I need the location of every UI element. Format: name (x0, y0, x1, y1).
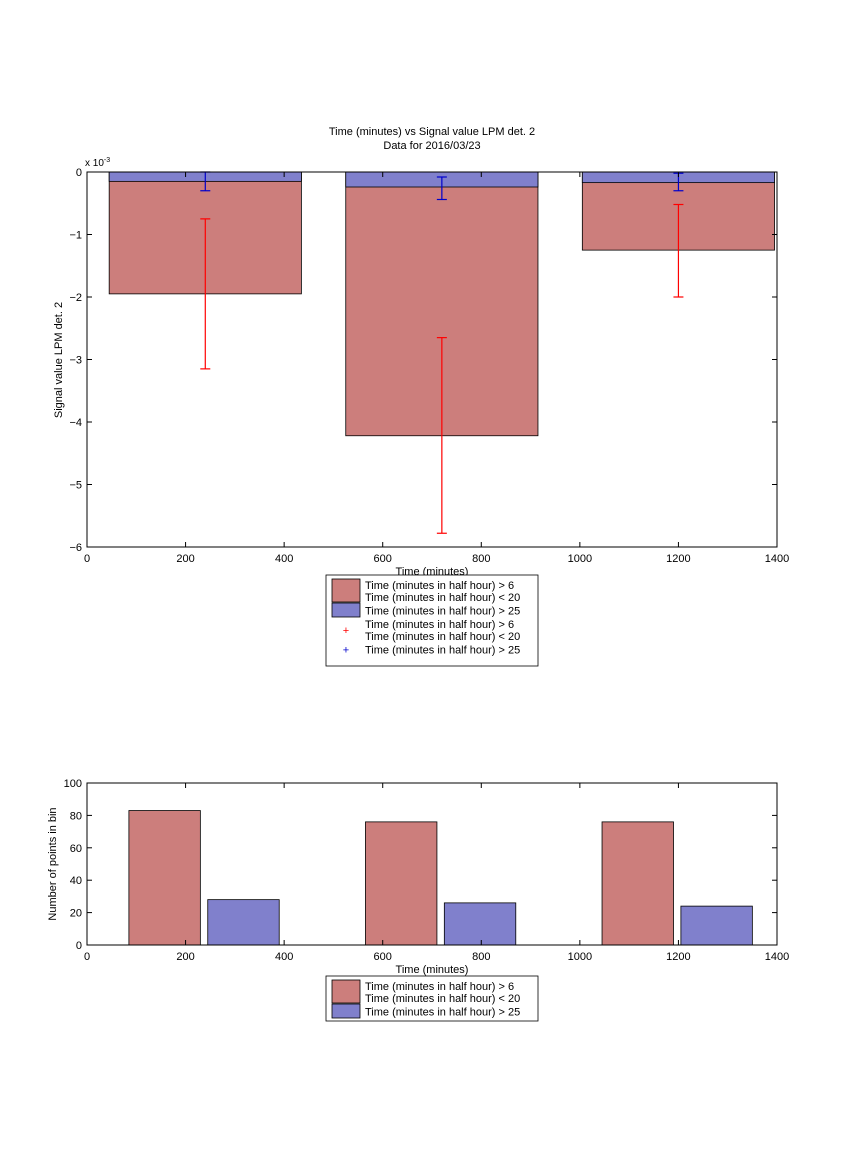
bar-series2-3 (680, 905, 753, 946)
legend-swatch (331, 602, 361, 618)
error-bar-series2-2 (436, 176, 447, 201)
legend-entry-2: Time (minutes in half hour) > 25 (331, 602, 520, 618)
error-bar-series1-3 (673, 203, 684, 298)
legend-label: Time (minutes in half hour) > 6 (365, 981, 514, 993)
bar-series1-2 (365, 821, 438, 946)
bar-layer (128, 810, 753, 946)
y-tick-label: −4 (69, 417, 82, 429)
legend-label: Time (minutes in half hour) > 6 (365, 580, 514, 592)
y-tick-label: 20 (70, 908, 82, 920)
y-tick-label: −6 (69, 542, 82, 554)
y-tick-label: 100 (64, 778, 82, 790)
legend-label: Time (minutes in half hour) < 20 (365, 993, 520, 1005)
legend-label: Time (minutes in half hour) > 25 (365, 645, 520, 657)
x-tick-label: 600 (374, 553, 392, 565)
bar-series1-3 (601, 821, 674, 946)
legend-label: Time (minutes in half hour) < 20 (365, 631, 520, 643)
y-axis-label: Number of points in bin (47, 807, 59, 920)
x-tick-label: 200 (176, 951, 194, 963)
x-tick-label: 400 (275, 553, 293, 565)
legend-swatch (331, 979, 361, 1004)
x-tick-label: 0 (84, 951, 90, 963)
y-tick-label: 60 (70, 843, 82, 855)
y-tick-label: −2 (69, 292, 82, 304)
legend-label: Time (minutes in half hour) > 6 (365, 619, 514, 631)
chart-title: Time (minutes) vs Signal value LPM det. … (329, 126, 535, 138)
error-bar-series1-2 (436, 337, 447, 534)
legend-swatch (331, 1003, 361, 1019)
x-tick-label: 400 (275, 951, 293, 963)
x-tick-label: 800 (472, 951, 490, 963)
legend-label: Time (minutes in half hour) > 25 (365, 1007, 520, 1019)
x-tick-label: 800 (472, 553, 490, 565)
legend-marker-icon: + (343, 625, 349, 637)
x-tick-label: 1000 (568, 951, 592, 963)
plot-frame (86, 782, 778, 946)
legend-entry-4: + Time (minutes in half hour) > 25 (343, 645, 520, 657)
axis-ticks: 0 200 400 600 800 1000 1200 1400 0 −1 −2 −3 −4 −5 −6 (69, 167, 789, 565)
y-tick-label: 0 (76, 167, 82, 179)
y-tick-label: 40 (70, 875, 82, 887)
error-bar-series1-1 (200, 218, 211, 370)
y-tick-label: −3 (69, 355, 82, 367)
x-axis-label: Time (minutes) (396, 964, 469, 976)
count-chart: 0 200 400 600 800 1000 1200 1400 0 20 40 60 80 100 Ti… (47, 778, 790, 1022)
y-axis-label: Signal value LPM det. 2 (53, 302, 65, 418)
legend-marker-icon: + (343, 645, 349, 657)
axis-ticks: 0 200 400 600 800 1000 1200 1400 0 20 40 60 80 100 (64, 778, 790, 963)
chart-subtitle: Data for 2016/03/23 (383, 140, 480, 152)
bar-series2-1 (207, 899, 280, 946)
legend-box (325, 574, 539, 667)
y-tick-label: 80 (70, 810, 82, 822)
y-tick-label: −5 (69, 480, 82, 492)
legend-box (325, 975, 539, 1022)
x-tick-label: 1000 (568, 553, 592, 565)
legend-label: Time (minutes in half hour) < 20 (365, 592, 520, 604)
legend-entry-2: Time (minutes in half hour) > 25 (331, 1003, 520, 1019)
bar-series2-2 (443, 902, 517, 946)
exponent-label: x 10-3 (85, 157, 110, 169)
signal-chart: Time (minutes) vs Signal value LPM det. … (53, 126, 789, 667)
legend-label: Time (minutes in half hour) > 25 (365, 606, 520, 618)
bar-series1-1 (128, 810, 201, 946)
x-tick-label: 1400 (765, 553, 789, 565)
x-tick-label: 1200 (666, 951, 690, 963)
x-tick-label: 1200 (666, 553, 690, 565)
legend-swatch (331, 578, 361, 603)
x-tick-label: 200 (176, 553, 194, 565)
y-tick-label: 0 (76, 940, 82, 952)
x-tick-label: 600 (374, 951, 392, 963)
x-tick-label: 1400 (765, 951, 789, 963)
y-tick-label: −1 (69, 230, 82, 242)
x-tick-label: 0 (84, 553, 90, 565)
